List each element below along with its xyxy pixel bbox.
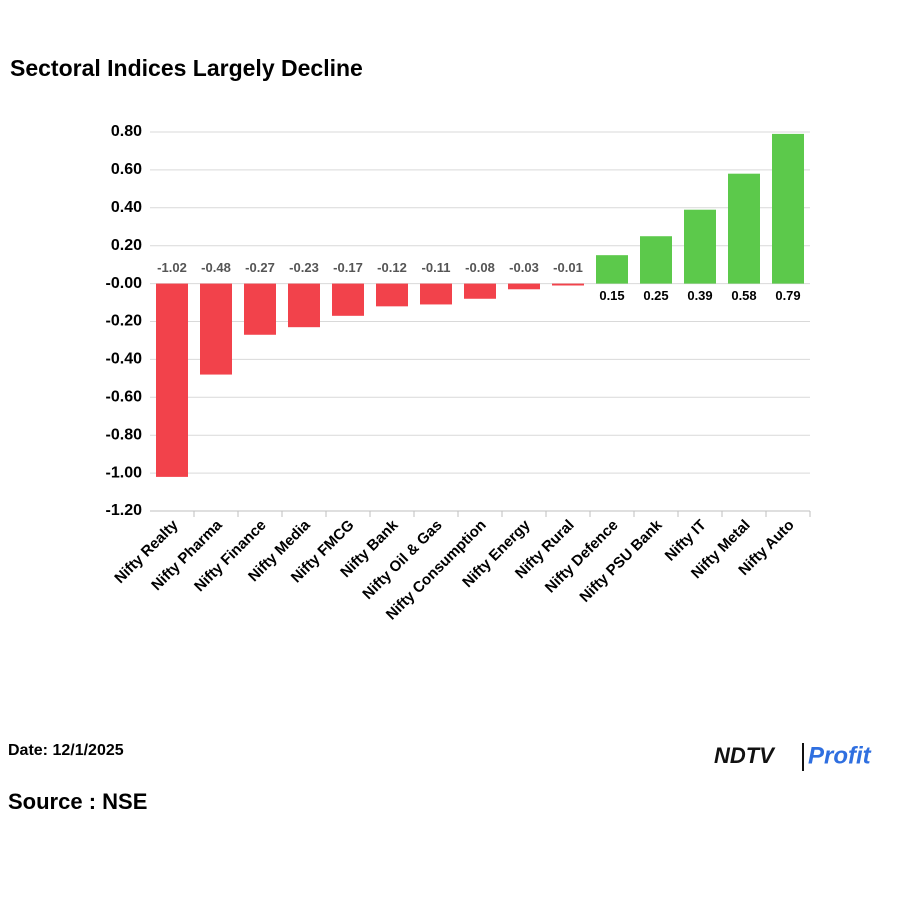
logo-product: Profit bbox=[808, 742, 872, 769]
bar bbox=[508, 283, 540, 290]
bar bbox=[244, 283, 276, 335]
y-tick-label: -0.40 bbox=[106, 351, 143, 368]
bar bbox=[420, 283, 452, 305]
bar bbox=[464, 283, 496, 299]
value-label: -0.08 bbox=[465, 260, 495, 275]
value-label: -0.01 bbox=[553, 260, 583, 275]
value-label: 0.79 bbox=[775, 288, 800, 303]
bar bbox=[684, 209, 716, 284]
bar bbox=[596, 255, 628, 284]
y-tick-label: -0.20 bbox=[106, 313, 143, 330]
value-label: 0.39 bbox=[687, 288, 712, 303]
y-tick-label: 0.80 bbox=[111, 123, 142, 140]
bar bbox=[772, 133, 804, 284]
value-label: -0.12 bbox=[377, 260, 407, 275]
value-label: -0.11 bbox=[422, 260, 451, 275]
chart-title: Sectoral Indices Largely Decline bbox=[10, 55, 363, 81]
value-label: -0.48 bbox=[201, 260, 231, 275]
value-label: -0.17 bbox=[333, 260, 363, 275]
value-label: 0.25 bbox=[643, 288, 668, 303]
y-tick-label: 0.20 bbox=[111, 237, 142, 254]
y-tick-label: -0.00 bbox=[106, 275, 143, 292]
bar bbox=[332, 283, 364, 316]
bar bbox=[200, 283, 232, 375]
y-tick-label: -0.60 bbox=[106, 389, 143, 406]
value-label: 0.58 bbox=[731, 288, 756, 303]
y-tick-label: 0.60 bbox=[111, 161, 142, 178]
bar bbox=[376, 283, 408, 307]
y-tick-label: 0.40 bbox=[111, 199, 142, 216]
bar bbox=[640, 236, 672, 284]
logo-brand: NDTV bbox=[714, 743, 776, 768]
bar bbox=[552, 283, 584, 286]
value-label: -0.23 bbox=[289, 260, 319, 275]
y-tick-label: -1.00 bbox=[106, 464, 143, 481]
source: Source : NSE bbox=[8, 789, 147, 814]
value-label: 0.15 bbox=[599, 288, 624, 303]
date: Date: 12/1/2025 bbox=[8, 742, 124, 759]
bar bbox=[728, 173, 760, 284]
bar bbox=[156, 283, 188, 477]
y-tick-label: -1.20 bbox=[106, 502, 143, 519]
value-label: -1.02 bbox=[157, 260, 187, 275]
bar bbox=[288, 283, 320, 328]
value-label: -0.27 bbox=[245, 260, 275, 275]
value-label: -0.03 bbox=[509, 260, 539, 275]
y-tick-label: -0.80 bbox=[106, 426, 143, 443]
